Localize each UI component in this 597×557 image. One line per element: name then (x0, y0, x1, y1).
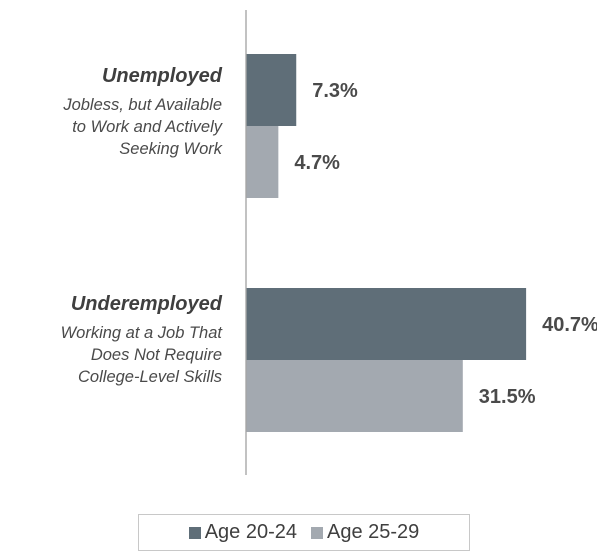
legend-label: Age 20-24 (204, 521, 297, 543)
legend-label: Age 25-29 (327, 521, 420, 543)
bar-2-series-1 (246, 288, 527, 360)
category-description-line: Does Not Require (90, 346, 222, 364)
category-title: Unemployed (101, 65, 222, 87)
legend-item-series-2: Age 25-29 (311, 521, 419, 544)
bar-1-series-1 (246, 54, 297, 126)
data-label-1-series-2: 4.7% (294, 152, 340, 174)
legend-swatch (311, 526, 323, 539)
data-label-2-series-1: 40.7% (542, 314, 597, 336)
legend-swatch (188, 526, 201, 539)
category-description-line: Seeking Work (119, 140, 222, 158)
category-description-line: Working at a Job That (60, 324, 222, 342)
category-label-unemployed: Unemployed Jobless, but Available to Wor… (63, 64, 222, 160)
category-description-line: College-Level Skills (78, 368, 222, 386)
bar-1-series-2 (246, 126, 279, 198)
category-label-underemployed: Underemployed Working at a Job That Does… (61, 292, 222, 388)
category-title: Underemployed (70, 293, 222, 315)
data-label-1-series-1: 7.3% (312, 80, 358, 102)
category-description-line: to Work and Actively (72, 118, 222, 136)
data-labels-group: 7.3% 4.7% 40.7% 31.5% (294, 80, 597, 408)
bars-group (246, 54, 527, 432)
bar-2-series-2 (246, 360, 463, 432)
category-description-line: Jobless, but Available (63, 96, 222, 114)
legend: Age 20-24 Age 25-29 (138, 514, 470, 551)
data-label-2-series-2: 31.5% (479, 386, 536, 408)
legend-item-series-1: Age 20-24 (188, 521, 297, 544)
